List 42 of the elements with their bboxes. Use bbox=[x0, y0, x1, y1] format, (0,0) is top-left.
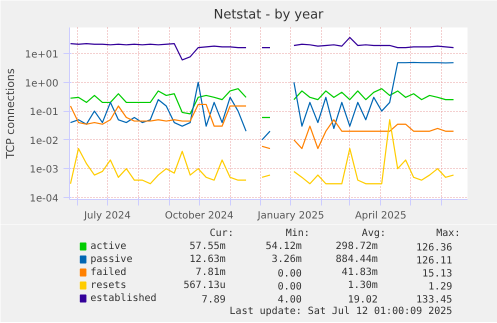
y-tick-label: 1e+00 bbox=[24, 78, 59, 90]
text: 298.72m bbox=[336, 241, 378, 252]
legend-label: passive bbox=[90, 254, 132, 265]
text: 19.02 bbox=[348, 294, 378, 306]
text: 884.44m bbox=[336, 254, 378, 265]
text: 7.89 bbox=[202, 294, 226, 306]
x-tick-label: April 2025 bbox=[354, 210, 406, 222]
text: 126.36 bbox=[416, 242, 452, 254]
text: 41.83m bbox=[342, 267, 378, 278]
text: Max: bbox=[436, 228, 460, 239]
text: 0.00 bbox=[278, 282, 302, 292]
text: 567.13u bbox=[184, 280, 226, 291]
text: 57.55m bbox=[190, 241, 226, 252]
chart-title: Netstat - by year bbox=[214, 8, 324, 22]
text: Cur: bbox=[210, 228, 234, 239]
text: 4.00 bbox=[278, 294, 302, 306]
text: 54.12m bbox=[266, 241, 302, 252]
y-tick-label: 1e-02 bbox=[30, 136, 59, 147]
text: 0.00 bbox=[278, 268, 302, 280]
legend-label: resets bbox=[90, 280, 126, 291]
legend-label: failed bbox=[90, 267, 126, 278]
text: 12.63m bbox=[190, 254, 226, 265]
y-tick-label: 1e-01 bbox=[30, 107, 59, 118]
y-tick-label: 1e+01 bbox=[24, 50, 59, 61]
legend-label: established bbox=[90, 293, 157, 304]
text: 126.11 bbox=[416, 256, 452, 266]
text: Min: bbox=[286, 228, 310, 239]
x-tick-label: July 2024 bbox=[83, 210, 131, 222]
legend-label: active bbox=[90, 241, 126, 252]
text: 7.81m bbox=[196, 267, 226, 278]
text: Last update: Sat Jul 12 01:00:09 2025 bbox=[230, 306, 452, 317]
text: 1.30m bbox=[348, 280, 378, 291]
text: 3.26m bbox=[272, 254, 302, 265]
text: 15.13 bbox=[422, 268, 452, 280]
y-tick-label: 1e-04 bbox=[30, 193, 59, 204]
y-axis-title: TCP connections bbox=[4, 68, 17, 160]
text: Avg: bbox=[362, 228, 386, 239]
y-tick-label: 1e-03 bbox=[30, 164, 59, 176]
x-tick-label: October 2024 bbox=[164, 210, 234, 222]
text: 1.29 bbox=[428, 282, 452, 292]
text: 133.45 bbox=[416, 294, 452, 306]
x-tick-label: January 2025 bbox=[256, 210, 324, 222]
